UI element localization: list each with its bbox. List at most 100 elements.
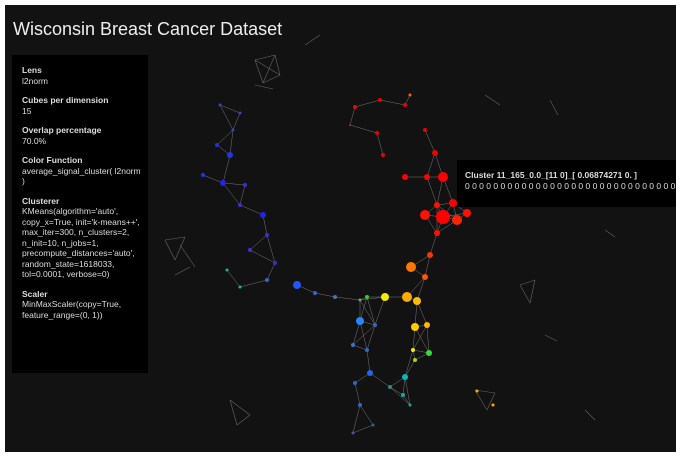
tooltip-title: Cluster 11_165_0.0_[11 0]_[ 0.06874271 0… bbox=[465, 170, 638, 180]
node bbox=[475, 389, 479, 393]
panel-label: Cubes per dimension bbox=[22, 95, 109, 105]
node bbox=[438, 172, 448, 182]
edge bbox=[334, 296, 361, 301]
edge bbox=[404, 359, 416, 378]
node bbox=[353, 381, 357, 385]
node bbox=[426, 350, 432, 356]
node bbox=[403, 103, 407, 107]
edge bbox=[366, 349, 371, 374]
edge bbox=[222, 182, 241, 206]
node bbox=[365, 348, 369, 352]
node bbox=[491, 403, 495, 407]
edge bbox=[202, 174, 224, 184]
panel-value: l2norm bbox=[22, 75, 48, 86]
edge bbox=[239, 279, 268, 288]
edge bbox=[254, 59, 281, 76]
edge bbox=[604, 229, 616, 238]
edge bbox=[426, 152, 436, 178]
node bbox=[231, 128, 235, 132]
node bbox=[248, 248, 252, 252]
panel-value: 15 bbox=[22, 105, 32, 116]
node bbox=[243, 183, 247, 187]
node bbox=[367, 370, 373, 376]
edge bbox=[262, 74, 281, 84]
edge bbox=[349, 124, 378, 134]
edge bbox=[262, 214, 268, 236]
info-panel: Lens l2norm Cubes per dimension 15 Overlap p… bbox=[12, 55, 148, 373]
panel-value: average_signal_cluster( l2norm ) bbox=[22, 165, 141, 187]
node bbox=[378, 98, 382, 102]
edge bbox=[519, 279, 536, 286]
node bbox=[463, 209, 471, 217]
edge bbox=[404, 349, 414, 378]
node bbox=[356, 317, 364, 325]
edge bbox=[374, 296, 386, 326]
edge bbox=[354, 99, 381, 108]
node bbox=[422, 274, 428, 280]
node bbox=[381, 153, 385, 157]
edge bbox=[426, 176, 438, 206]
node bbox=[238, 203, 242, 207]
node bbox=[218, 103, 222, 107]
edge bbox=[174, 266, 191, 276]
edge bbox=[412, 324, 428, 351]
edge bbox=[229, 399, 238, 426]
node bbox=[358, 298, 362, 302]
node bbox=[238, 285, 242, 289]
edge bbox=[226, 269, 241, 288]
node bbox=[424, 322, 430, 328]
node bbox=[406, 262, 416, 272]
edge bbox=[249, 249, 276, 264]
edge bbox=[426, 324, 430, 354]
edge bbox=[416, 276, 426, 302]
node bbox=[408, 403, 412, 407]
edge bbox=[219, 104, 241, 114]
panel-value: 70.0% bbox=[22, 135, 47, 146]
edge bbox=[229, 399, 251, 416]
edge bbox=[222, 182, 246, 186]
node bbox=[402, 174, 408, 180]
node bbox=[388, 385, 392, 389]
panel-label: Overlap percentage bbox=[22, 125, 102, 135]
node bbox=[424, 174, 430, 180]
edge bbox=[429, 232, 438, 256]
edge bbox=[359, 296, 368, 322]
edge bbox=[219, 104, 234, 131]
panel-label: Scaler bbox=[22, 288, 48, 299]
panel-value: KMeans(algorithm='auto', copy_x=True, in… bbox=[22, 206, 140, 279]
edge bbox=[519, 284, 531, 304]
node bbox=[273, 261, 277, 265]
edge bbox=[354, 382, 361, 406]
node bbox=[434, 230, 440, 236]
edge bbox=[402, 394, 411, 406]
edge bbox=[314, 292, 336, 298]
edge bbox=[544, 334, 558, 342]
node bbox=[413, 358, 417, 362]
panel-label: Lens bbox=[22, 65, 42, 75]
node bbox=[420, 210, 430, 220]
node bbox=[381, 293, 389, 301]
node bbox=[402, 292, 412, 302]
panel-label: Color Function bbox=[22, 155, 83, 165]
edge bbox=[366, 296, 376, 326]
edge bbox=[366, 324, 376, 351]
edge bbox=[274, 54, 281, 76]
edge bbox=[222, 154, 231, 184]
edge bbox=[414, 326, 430, 354]
edge bbox=[239, 204, 264, 216]
edge bbox=[354, 372, 371, 384]
edge bbox=[164, 239, 176, 261]
node bbox=[351, 431, 355, 435]
edge bbox=[266, 262, 276, 281]
node bbox=[423, 128, 427, 132]
edge bbox=[229, 129, 234, 156]
edge bbox=[164, 236, 186, 241]
node bbox=[434, 202, 440, 208]
edge bbox=[352, 424, 374, 434]
edge bbox=[474, 389, 488, 411]
edge bbox=[304, 34, 321, 46]
edge bbox=[424, 254, 431, 278]
node bbox=[349, 124, 351, 126]
edge bbox=[486, 392, 496, 411]
